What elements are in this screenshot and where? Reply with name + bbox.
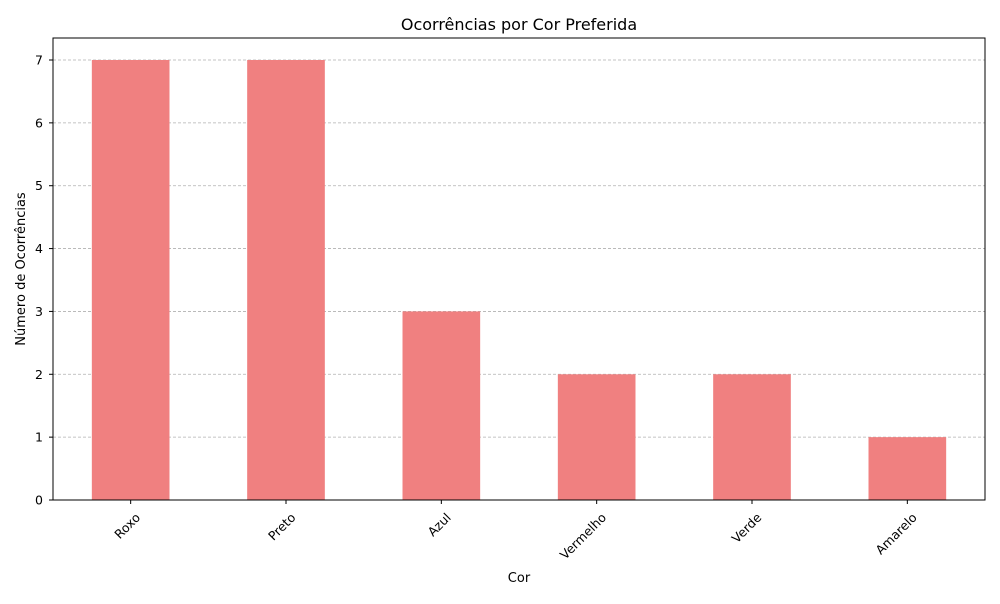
- y-tick-label: 7: [35, 53, 43, 68]
- bar-amarelo: [868, 437, 947, 500]
- x-tick-label: Roxo: [111, 510, 143, 542]
- x-axis-label: Cor: [508, 571, 531, 586]
- x-tick-label: Amarelo: [872, 510, 919, 557]
- gridlines: [53, 59, 985, 438]
- y-tick-label: 1: [35, 430, 43, 445]
- bar-verde: [713, 374, 791, 500]
- bar-roxo: [91, 60, 170, 500]
- plot-frame: [52, 37, 986, 501]
- y-tick-label: 6: [35, 115, 43, 130]
- y-tick-label: 0: [35, 493, 43, 508]
- y-axis-label: Número de Ocorrências: [14, 192, 29, 346]
- chart-title: Ocorrências por Cor Preferida: [401, 15, 637, 34]
- x-tick-label: Vermelho: [557, 510, 609, 562]
- x-tick-label: Azul: [424, 510, 453, 539]
- x-tick-label: Verde: [729, 510, 765, 546]
- y-tick-label: 2: [35, 367, 43, 382]
- bar-vermelho: [557, 374, 636, 500]
- y-axis-ticks: 0 1 2 3 4 5 6 7: [35, 53, 53, 508]
- bars: [91, 60, 947, 500]
- x-tick-label: Preto: [265, 510, 299, 544]
- y-tick-label: 3: [35, 304, 43, 319]
- bar-preto: [247, 60, 325, 500]
- y-tick-label: 5: [35, 178, 43, 193]
- y-tick-label: 4: [35, 241, 43, 256]
- x-axis-ticks: Roxo Preto Azul Vermelho Verde Amarelo: [111, 500, 920, 562]
- bar-azul: [402, 311, 481, 500]
